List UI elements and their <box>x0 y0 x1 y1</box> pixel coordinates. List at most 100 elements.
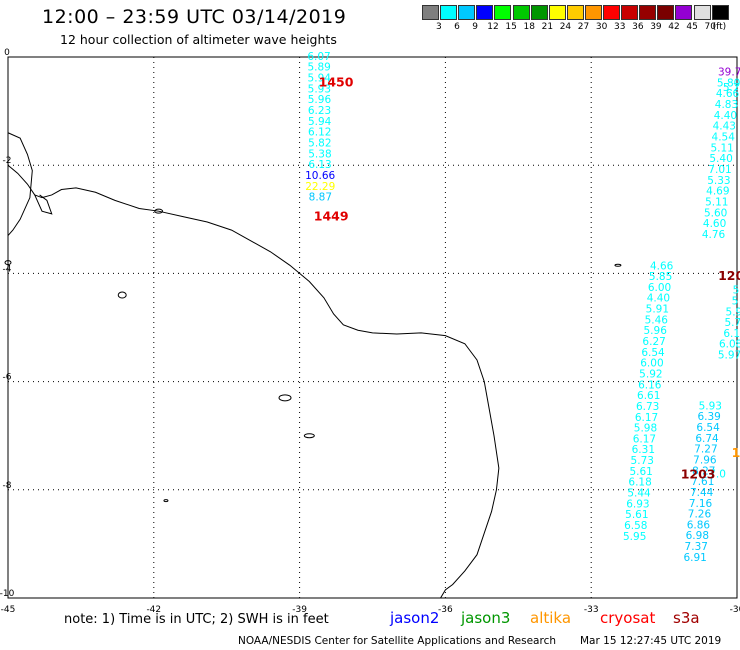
wave-height-label: 7.61 <box>691 476 714 488</box>
wave-height-label: 7.27 <box>694 444 717 456</box>
wave-height-label: 6.00 <box>648 282 671 294</box>
colorbar-swatch <box>603 5 620 20</box>
wave-height-label: 5 <box>732 295 739 307</box>
wave-height-label: 5.61 <box>629 466 652 478</box>
pass-time-label: 1203 <box>681 467 716 482</box>
colorbar-label: 9 <box>472 22 478 32</box>
wave-height-label: 7.16 <box>689 498 713 510</box>
wave-height-label: 5.97 <box>718 350 740 362</box>
colorbar-label: (ft) <box>712 22 727 32</box>
wave-height-label: 5.60 <box>704 207 727 219</box>
wave-height-label: 6.17 <box>635 412 658 424</box>
colorbar-swatch <box>711 5 729 20</box>
wave-height-label: 6.1 <box>723 328 740 340</box>
colorbar-swatch <box>512 5 530 20</box>
plot-frame <box>7 56 738 599</box>
colorbar-label: 70 <box>704 22 716 32</box>
island <box>117 291 127 299</box>
colorbar-label: 42 <box>668 22 680 32</box>
wave-height-label: 5.91 <box>646 304 669 316</box>
colorbar-swatch <box>584 5 602 20</box>
colorbar-swatch <box>566 5 584 20</box>
wave-height-label: 5.96 <box>308 94 332 106</box>
coastline-bay <box>34 194 53 215</box>
colorbar-label: 6 <box>454 22 460 32</box>
colorbar-label: 24 <box>559 22 572 32</box>
footer-timestamp: Mar 15 12:27:45 UTC 2019 <box>580 635 722 647</box>
wave-height-label: 5.82 <box>308 137 331 149</box>
wave-height-label: 7.0 <box>709 469 726 481</box>
wave-height-label: 5.61 <box>625 509 648 521</box>
wave-height-label: 4.43 <box>713 121 736 133</box>
wave-height-label: 4.66 <box>650 260 674 272</box>
wave-height-label: 10.66 <box>305 170 335 182</box>
colorbar-label: 39 <box>650 22 662 32</box>
wave-height-label: 6.73 <box>636 401 659 413</box>
colorbar-label: 30 <box>595 22 608 32</box>
wave-height-label: 6.00 <box>640 358 663 370</box>
wave-height-label: 5.11 <box>705 196 728 208</box>
wave-height-label: 5.93 <box>699 400 722 412</box>
colorbar-swatch <box>494 5 512 20</box>
wave-height-label: 6.58 <box>624 520 647 532</box>
wave-height-label: 7.44 <box>690 487 714 499</box>
colorbar-swatch <box>639 5 657 20</box>
wave-height-label: 39.7 <box>718 67 740 79</box>
y-tick-label: -4 <box>3 264 12 274</box>
wave-height-label: 5.38 <box>308 148 331 160</box>
pass-time-label: 1 <box>732 445 740 460</box>
wave-height-label: 6.98 <box>686 530 709 542</box>
wave-height-label: 5.11 <box>710 142 733 154</box>
wave-height-label: 4.69 <box>706 186 729 198</box>
wave-height-label: 5.46 <box>645 314 669 326</box>
x-tick-label: -45 <box>1 605 16 615</box>
wave-height-label: 5.89 <box>307 62 330 74</box>
wave-height-label: 5.85 <box>649 271 672 283</box>
colorbar-swatch <box>476 5 494 20</box>
wave-height-label: 6.23 <box>308 105 331 117</box>
x-tick-label: -42 <box>146 605 161 615</box>
wave-height-label: 5.94 <box>308 116 332 128</box>
wave-height-label: 4.76 <box>702 229 726 241</box>
colorbar-label: 15 <box>505 22 517 32</box>
colorbar-label: 36 <box>632 22 644 32</box>
island <box>163 499 169 503</box>
island <box>614 263 622 267</box>
colorbar-swatch <box>530 5 548 20</box>
satellite-altika: altika <box>530 609 572 627</box>
wave-height-label: 5.98 <box>634 423 657 435</box>
wave-height-label: 6.54 <box>641 347 665 359</box>
wave-height-label: 6.31 <box>632 444 655 456</box>
island <box>278 394 292 402</box>
wave-height-label: 4.54 <box>712 132 736 144</box>
wave-height-label: 5.7 <box>724 317 740 329</box>
colorbar-swatch <box>422 5 439 20</box>
wave-height-label: 5.94 <box>308 73 332 85</box>
satellite-jason3: jason3 <box>461 609 511 627</box>
colorbar-label: 21 <box>541 22 554 32</box>
wave-height-label: 5.96 <box>644 325 668 337</box>
wave-height-label: 6.12 <box>308 127 331 139</box>
wave-height-label: 5.9 <box>726 306 740 318</box>
wave-height-label: 5.95 <box>623 531 646 543</box>
x-tick-label: -39 <box>292 605 307 615</box>
wave-height-label: 6.07 <box>307 51 330 63</box>
colorbar-label: 12 <box>487 22 499 32</box>
colorbar-swatch <box>657 5 675 20</box>
colorbar-swatch <box>458 5 476 20</box>
satellite-jason2: jason2 <box>390 609 440 627</box>
colorbar-label: 27 <box>577 22 590 32</box>
pass-time-label: 1450 <box>319 74 354 89</box>
wave-height-label: 5.44 <box>627 488 651 500</box>
chart-subtitle: 12 hour collection of altimeter wave hei… <box>60 32 337 47</box>
wave-height-label: 6.54 <box>696 422 720 434</box>
colorbar-label: 45 <box>686 22 698 32</box>
wave-height-label: 4.40 <box>647 293 670 305</box>
coastline <box>7 164 500 599</box>
wave-height-label: 6.74 <box>695 433 719 445</box>
satellite-s3a: s3a <box>673 609 700 627</box>
wave-height-label: 4.66 <box>716 88 740 100</box>
colorbar-label: 33 <box>614 22 626 32</box>
wave-height-label: 5.40 <box>709 153 732 165</box>
